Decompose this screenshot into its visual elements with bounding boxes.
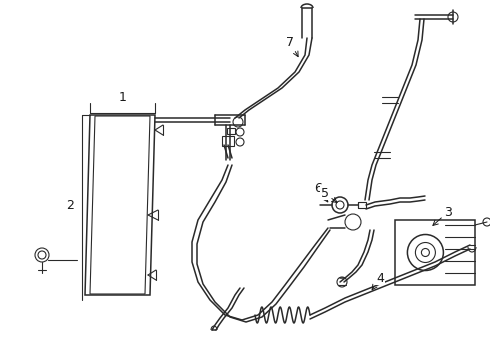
Bar bbox=[222, 136, 234, 146]
Text: 2: 2 bbox=[66, 198, 74, 212]
Bar bbox=[358, 202, 366, 208]
Text: 6: 6 bbox=[314, 181, 328, 202]
Text: 3: 3 bbox=[433, 206, 452, 225]
Text: 1: 1 bbox=[119, 90, 126, 104]
Text: 7: 7 bbox=[286, 36, 298, 57]
Text: 5: 5 bbox=[321, 186, 337, 203]
Text: 1: 1 bbox=[119, 90, 126, 104]
Bar bbox=[227, 128, 235, 134]
Text: 4: 4 bbox=[372, 271, 384, 290]
Bar bbox=[395, 220, 475, 285]
Text: 2: 2 bbox=[66, 198, 74, 212]
